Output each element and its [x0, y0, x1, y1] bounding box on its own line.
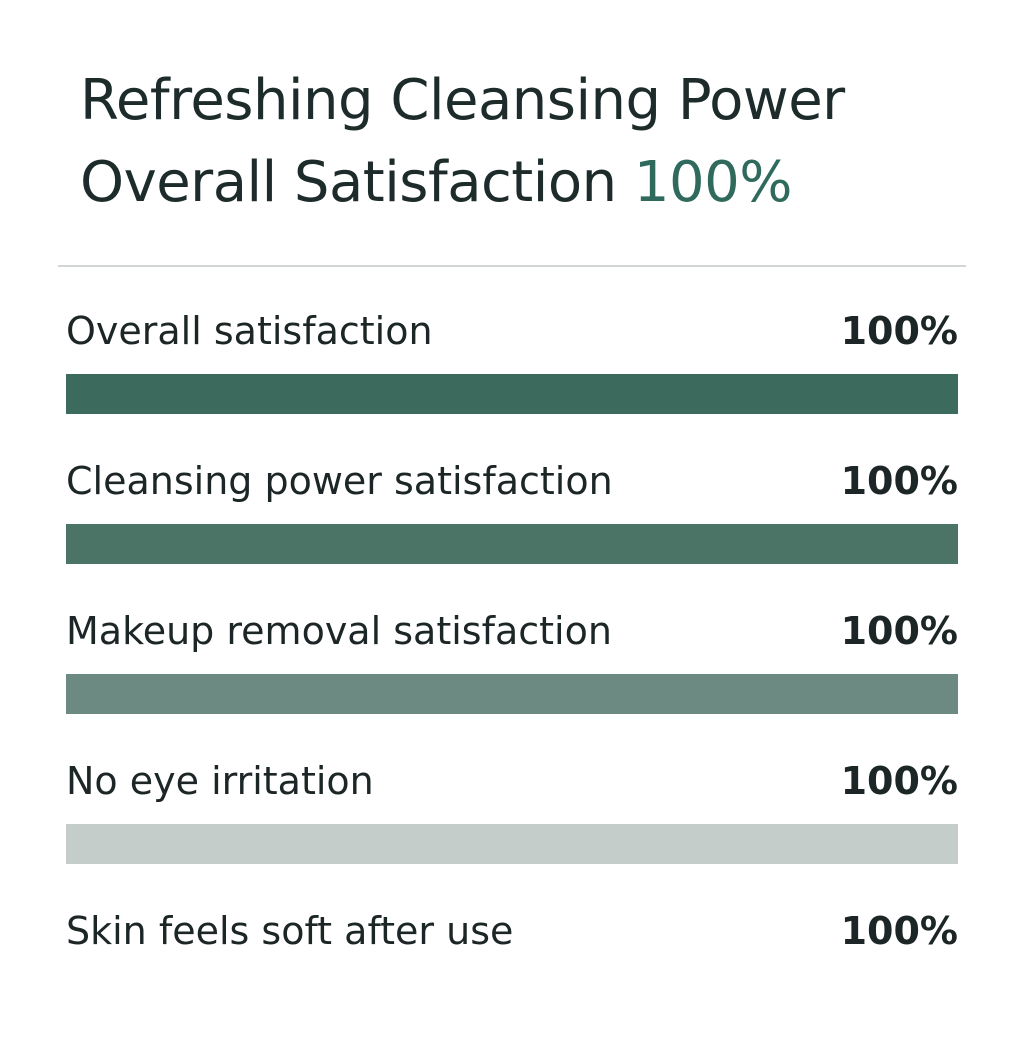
metric-value: 100%: [840, 609, 958, 653]
metric-bar-track: [66, 374, 958, 414]
metric-value: 100%: [840, 759, 958, 803]
metric-bar: [66, 524, 958, 564]
metric-bar: [66, 674, 958, 714]
header-divider: [58, 265, 966, 267]
metric-bar-track: [66, 524, 958, 564]
metric-row: Overall satisfaction 100%: [66, 300, 958, 450]
title-line-2-value: 100%: [633, 150, 793, 215]
metric-label: Cleansing power satisfaction: [66, 459, 613, 503]
metric-label: No eye irritation: [66, 759, 374, 803]
metric-bar-track: [66, 674, 958, 714]
metric-bar-track: [66, 824, 958, 864]
metric-row: Skin feels soft after use 100%: [66, 900, 958, 1050]
title-line-2-prefix: Overall Satisfaction: [80, 150, 617, 215]
metric-row: No eye irritation 100%: [66, 750, 958, 900]
metric-value: 100%: [840, 909, 958, 953]
title-line-2: Overall Satisfaction 100%: [80, 142, 960, 224]
metric-label: Skin feels soft after use: [66, 909, 514, 953]
headline: Refreshing Cleansing Power Overall Satis…: [80, 60, 960, 224]
metric-row: Makeup removal satisfaction 100%: [66, 600, 958, 750]
title-line-1: Refreshing Cleansing Power: [80, 68, 845, 133]
metric-value: 100%: [840, 309, 958, 353]
metric-value: 100%: [840, 459, 958, 503]
metric-row: Cleansing power satisfaction 100%: [66, 450, 958, 600]
metric-label: Makeup removal satisfaction: [66, 609, 612, 653]
metrics-chart: Overall satisfaction 100% Cleansing power …: [66, 300, 958, 1050]
metric-bar: [66, 824, 958, 864]
metric-label: Overall satisfaction: [66, 309, 433, 353]
metric-bar: [66, 374, 958, 414]
